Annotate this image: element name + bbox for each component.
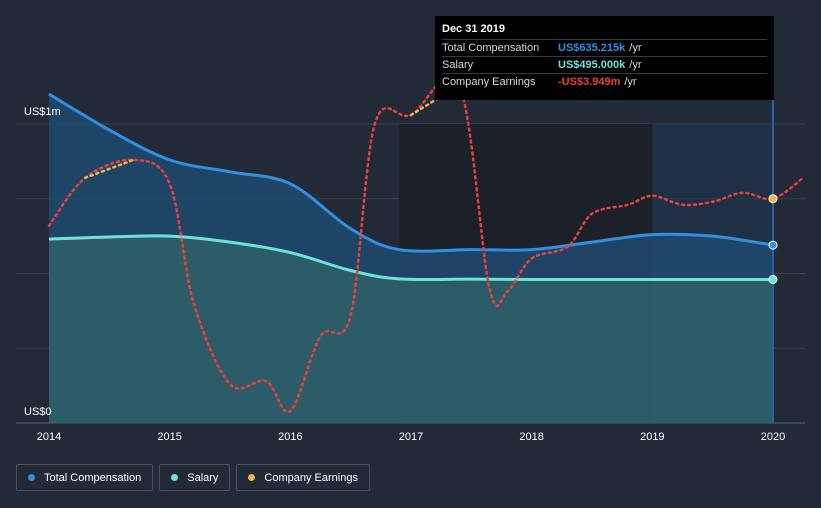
tooltip-value: US$635.215k: [558, 42, 626, 54]
tooltip-value: -US$3.949m: [558, 76, 621, 88]
company-earnings-positive-segment: [83, 158, 135, 180]
tooltip-unit: /yr: [629, 59, 642, 71]
series-end-markers: [768, 194, 778, 284]
x-tick-label: 2015: [157, 431, 182, 443]
y-axis-top-label: US$1m: [24, 106, 61, 118]
total-compensation-line: [48, 92, 774, 253]
tooltip-value: US$495.000k: [558, 59, 626, 71]
legend-dot-icon: [171, 474, 179, 481]
salary-marker: [768, 274, 778, 284]
tooltip-unit: /yr: [624, 76, 637, 88]
x-tick-label: 2018: [519, 431, 544, 443]
x-tick-label: 2016: [278, 431, 303, 443]
legend-item-salary[interactable]: Salary: [159, 464, 231, 491]
tooltip-row-salary: Salary US$495.000k /yr: [442, 56, 767, 73]
tooltip-row-earnings: Company Earnings -US$3.949m /yr: [442, 73, 767, 90]
legend-item-total-compensation[interactable]: Total Compensation: [16, 464, 154, 491]
legend-dot-icon: [28, 474, 35, 481]
legend-label: Salary: [187, 471, 219, 484]
tooltip-label: Total Compensation: [442, 42, 540, 54]
x-tick-label: 2020: [760, 431, 786, 443]
tooltip-row-total: Total Compensation US$635.215k /yr: [442, 39, 767, 56]
x-tick-label: 2019: [640, 431, 665, 443]
legend-label: Total Compensation: [44, 471, 142, 484]
tooltip: Dec 31 2019 Total Compensation US$635.21…: [435, 16, 774, 100]
series-areas: [49, 94, 773, 423]
x-tick-label: 2014: [36, 431, 62, 443]
tooltip-label: Company Earnings: [442, 76, 536, 88]
tooltip-label: Salary: [442, 59, 474, 71]
salary-area: [49, 235, 773, 423]
legend: Total Compensation Salary Company Earnin…: [16, 464, 376, 491]
company-earnings-marker: [768, 194, 778, 204]
legend-label: Company Earnings: [264, 471, 358, 484]
tooltip-unit: /yr: [629, 42, 642, 54]
tooltip-date: Dec 31 2019: [442, 23, 505, 35]
legend-dot-icon: [248, 474, 256, 481]
salary-line: [48, 234, 773, 282]
legend-item-company-earnings[interactable]: Company Earnings: [236, 464, 370, 491]
y-axis-bottom-label: US$0: [24, 406, 52, 418]
x-tick-label: 2017: [398, 431, 424, 443]
total-compensation-marker: [768, 240, 778, 250]
